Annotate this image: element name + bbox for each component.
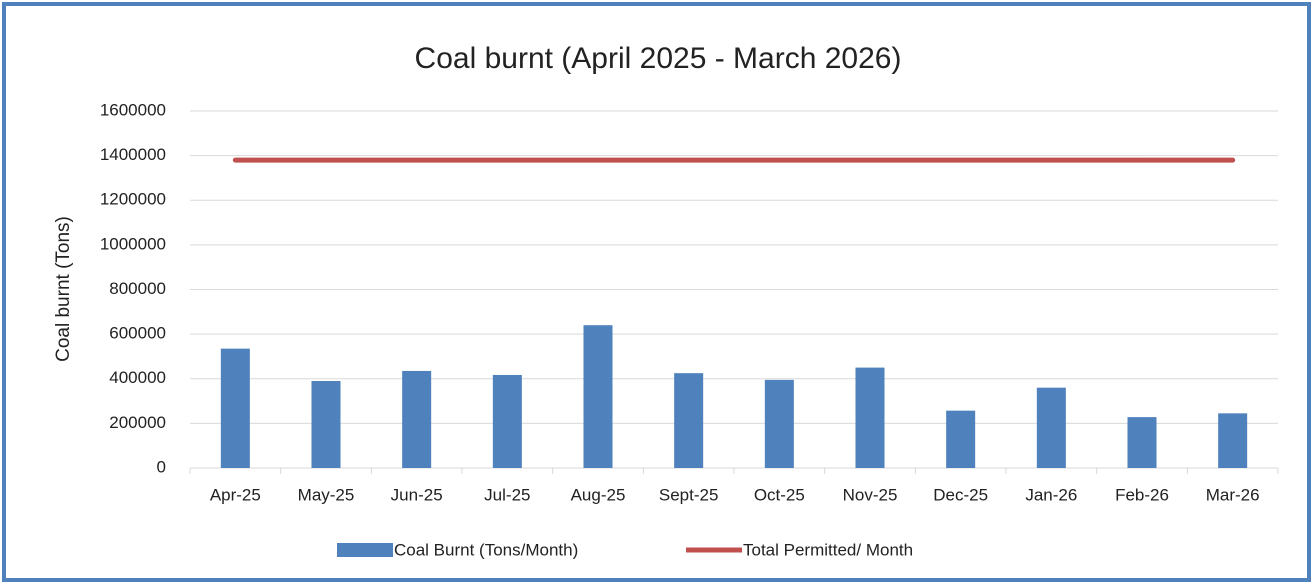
x-tick-label: Jun-25 xyxy=(391,485,443,504)
y-axis-label: Coal burnt (Tons) xyxy=(53,216,74,362)
bar xyxy=(492,374,522,468)
x-tick-label: Nov-25 xyxy=(843,485,898,504)
y-tick-label: 1600000 xyxy=(100,100,166,119)
bar xyxy=(1127,417,1157,468)
y-tick-label: 200000 xyxy=(109,413,166,432)
legend-swatch xyxy=(337,543,393,557)
bar xyxy=(1218,413,1248,468)
bar xyxy=(855,367,885,468)
bar xyxy=(402,370,432,468)
x-tick-label: Aug-25 xyxy=(571,485,626,504)
bar xyxy=(674,373,704,468)
chart-title: Coal burnt (April 2025 - March 2026) xyxy=(415,42,902,75)
x-tick-label: Sept-25 xyxy=(659,485,719,504)
x-tick-label: Mar-26 xyxy=(1206,485,1260,504)
bar xyxy=(583,325,613,468)
x-tick-label: Jul-25 xyxy=(484,485,530,504)
x-tick-label: Apr-25 xyxy=(210,485,261,504)
y-tick-label: 0 xyxy=(157,457,166,476)
y-tick-label: 1400000 xyxy=(100,145,166,164)
bar xyxy=(764,379,794,468)
legend-label: Coal Burnt (Tons/Month) xyxy=(394,540,578,559)
y-tick-label: 600000 xyxy=(109,324,166,343)
bar xyxy=(1036,387,1066,468)
bar xyxy=(946,410,976,468)
x-tick-label: Oct-25 xyxy=(754,485,805,504)
y-tick-label: 800000 xyxy=(109,279,166,298)
y-tick-label: 1200000 xyxy=(100,190,166,209)
bar xyxy=(220,348,250,468)
y-tick-label: 1000000 xyxy=(100,234,166,253)
x-tick-label: May-25 xyxy=(298,485,355,504)
bar xyxy=(311,380,341,468)
x-tick-label: Dec-25 xyxy=(933,485,988,504)
x-tick-label: Jan-26 xyxy=(1025,485,1077,504)
x-tick-label: Feb-26 xyxy=(1115,485,1169,504)
legend-label: Total Permitted/ Month xyxy=(743,540,913,559)
y-tick-label: 400000 xyxy=(109,368,166,387)
